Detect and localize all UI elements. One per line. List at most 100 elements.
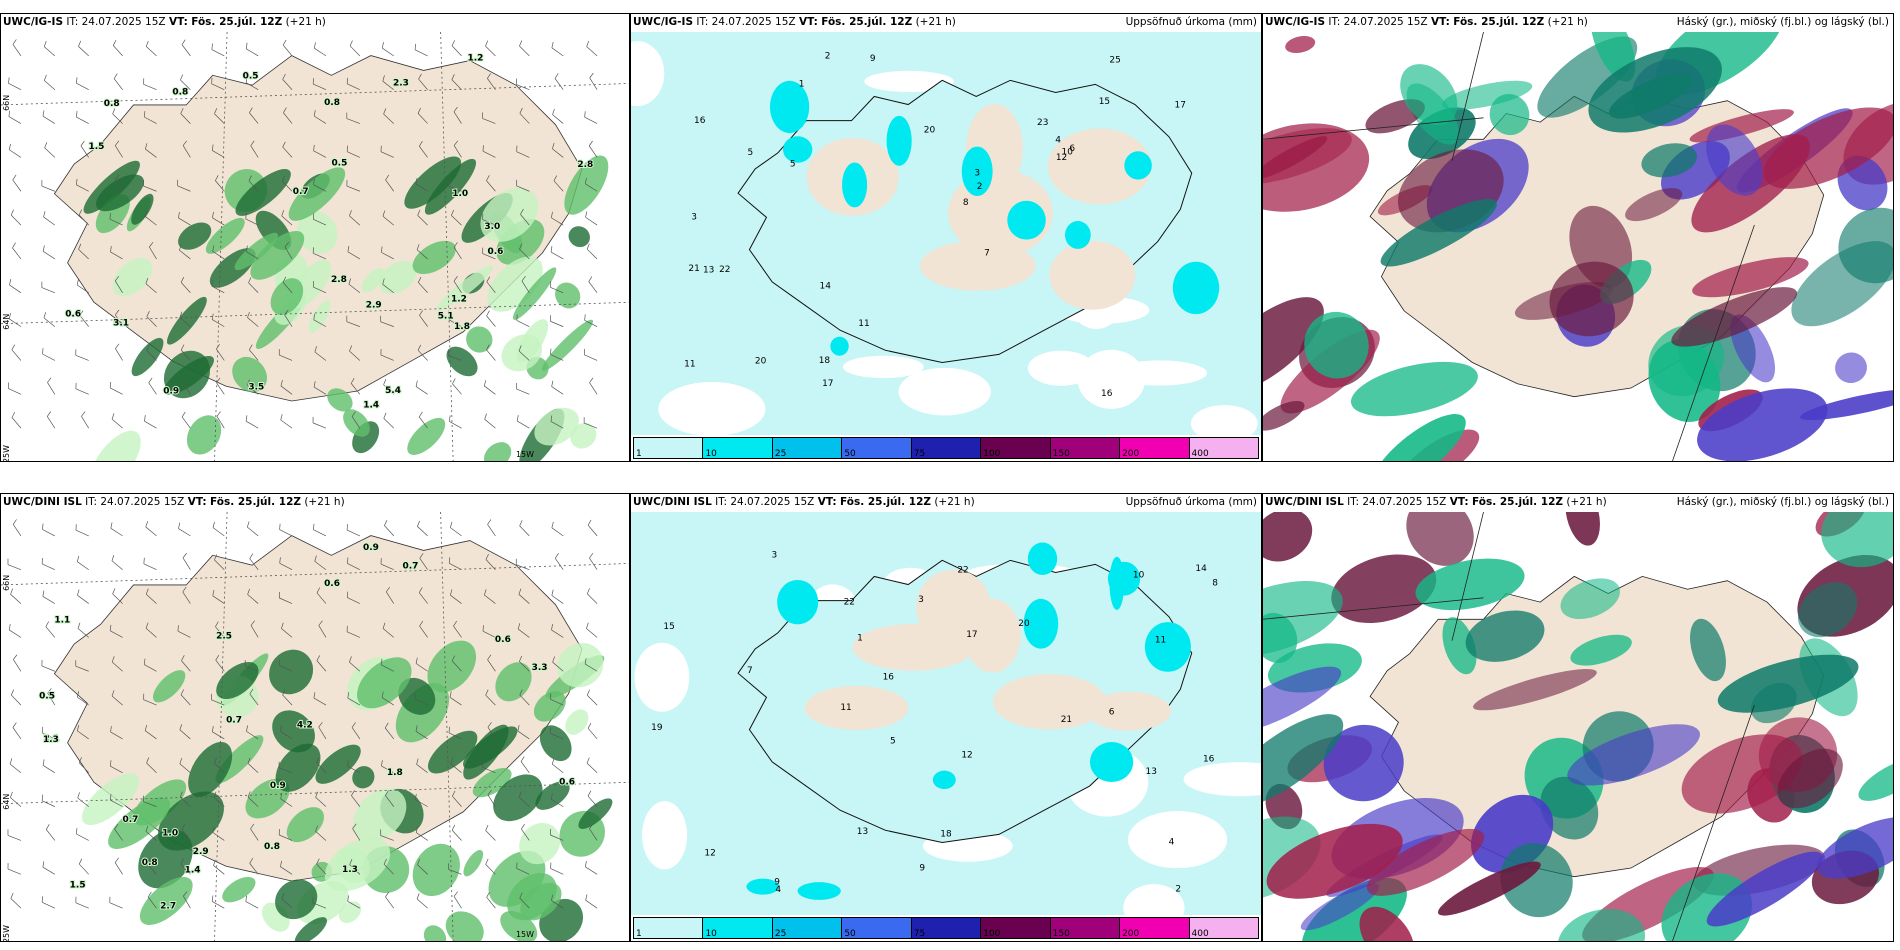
wind-barb bbox=[280, 414, 283, 421]
wind-barb bbox=[486, 349, 496, 361]
dry-land-area bbox=[1086, 691, 1171, 731]
wind-barb bbox=[483, 380, 487, 387]
wind-barb bbox=[486, 310, 490, 317]
cloud-area bbox=[1266, 823, 1403, 899]
wind-barb bbox=[114, 140, 120, 146]
precip-area bbox=[1065, 221, 1091, 249]
wind-barb bbox=[385, 896, 395, 909]
wind-barb bbox=[77, 589, 80, 596]
wind-barb bbox=[247, 594, 259, 604]
precip-value: 0.7 bbox=[226, 715, 242, 725]
cloud-area bbox=[1359, 906, 1415, 941]
wind-barb bbox=[550, 251, 564, 260]
wind-barb bbox=[587, 519, 592, 526]
wind-barb bbox=[586, 46, 598, 57]
wind-barb bbox=[587, 795, 598, 807]
wind-barb bbox=[111, 656, 115, 663]
wind-barb bbox=[110, 799, 123, 807]
wind-barb bbox=[586, 694, 598, 706]
wind-barb bbox=[41, 665, 55, 672]
precip-area bbox=[830, 336, 849, 356]
wind-barb bbox=[552, 763, 564, 774]
wind-barb bbox=[518, 594, 530, 604]
wind-barb bbox=[77, 792, 80, 799]
wind-barb bbox=[249, 863, 259, 875]
cloud-area bbox=[1263, 123, 1370, 212]
wind-barb bbox=[486, 180, 496, 192]
wind-barb bbox=[279, 562, 293, 571]
wind-barb bbox=[10, 689, 15, 696]
precip-value: 21 bbox=[1061, 715, 1072, 725]
precip-value: 3 bbox=[918, 595, 924, 605]
precip-value: 12 bbox=[961, 751, 972, 761]
wind-barb bbox=[347, 895, 349, 902]
wind-barb bbox=[589, 557, 598, 570]
precip-area bbox=[564, 155, 609, 215]
wind-barb bbox=[550, 246, 553, 253]
wind-barb bbox=[214, 762, 225, 774]
wind-barb bbox=[519, 655, 523, 662]
wind-barb bbox=[415, 725, 418, 732]
dry-area bbox=[1128, 811, 1228, 869]
wind-barb bbox=[521, 823, 525, 830]
wind-barb bbox=[417, 526, 428, 537]
cloud-area bbox=[1441, 80, 1533, 110]
precip-area bbox=[1172, 261, 1220, 315]
precip-area bbox=[158, 791, 224, 851]
wind-barb bbox=[382, 80, 394, 91]
dry-area bbox=[1190, 404, 1258, 435]
precip-value: 0.5 bbox=[39, 692, 55, 702]
wind-barb bbox=[181, 416, 191, 429]
wind-barb bbox=[115, 179, 123, 192]
cloud-area bbox=[1797, 582, 1858, 638]
precip-value: 2.8 bbox=[577, 160, 593, 170]
wind-barb bbox=[349, 656, 352, 663]
precip-area bbox=[519, 822, 561, 865]
precip-value: 15 bbox=[663, 622, 674, 632]
wind-barb bbox=[213, 797, 225, 807]
precip-value: 6 bbox=[1069, 144, 1075, 154]
wind-barb bbox=[385, 174, 390, 181]
colorbar-label: 150 bbox=[1052, 929, 1070, 939]
wind-barb bbox=[181, 655, 185, 661]
precip-value: 19 bbox=[651, 723, 663, 733]
wind-barb bbox=[211, 83, 225, 91]
precip-value: 1.2 bbox=[468, 54, 484, 64]
precip-value: 0.7 bbox=[293, 187, 309, 197]
lon-label-25w: 25W bbox=[2, 925, 11, 941]
precip-value: 2.5 bbox=[216, 632, 232, 642]
precip-value: 1.2 bbox=[451, 295, 467, 305]
wind-barb bbox=[146, 863, 157, 875]
wind-barb bbox=[180, 694, 191, 706]
precip-value: 14 bbox=[1195, 564, 1207, 574]
wind-barb bbox=[417, 107, 421, 114]
precip-area bbox=[557, 642, 604, 688]
cloud-area bbox=[1590, 32, 1636, 82]
wind-barb bbox=[419, 620, 424, 627]
wind-barb bbox=[313, 523, 315, 530]
wind-barb bbox=[280, 419, 293, 429]
dry-area bbox=[658, 381, 766, 435]
precip-value: 9 bbox=[774, 877, 780, 887]
wind-barb bbox=[246, 725, 248, 732]
wind-barb bbox=[77, 628, 89, 638]
precip-value: 1.4 bbox=[363, 401, 379, 411]
precip-area bbox=[783, 136, 813, 163]
wind-barb bbox=[110, 528, 123, 537]
wind-barb bbox=[486, 276, 491, 283]
wind-barb bbox=[450, 758, 454, 764]
precip-value: 16 bbox=[883, 673, 895, 683]
precip-area bbox=[96, 174, 144, 212]
panel-title: UWC/IG-IS IT: 24.07.2025 15Z VT: Fös. 25… bbox=[3, 16, 326, 28]
wind-barb bbox=[415, 663, 428, 672]
colorbar-segment: 400 bbox=[1189, 438, 1258, 459]
lat-label-64n: 64N bbox=[2, 314, 11, 330]
wind-barb bbox=[282, 141, 286, 148]
wind-barb bbox=[348, 278, 352, 285]
wind-barb bbox=[516, 415, 519, 422]
wind-barb bbox=[414, 698, 428, 706]
wind-barb bbox=[211, 313, 214, 320]
wind-barb bbox=[183, 895, 191, 909]
dry-area bbox=[1077, 349, 1146, 409]
wind-barb bbox=[249, 558, 259, 570]
